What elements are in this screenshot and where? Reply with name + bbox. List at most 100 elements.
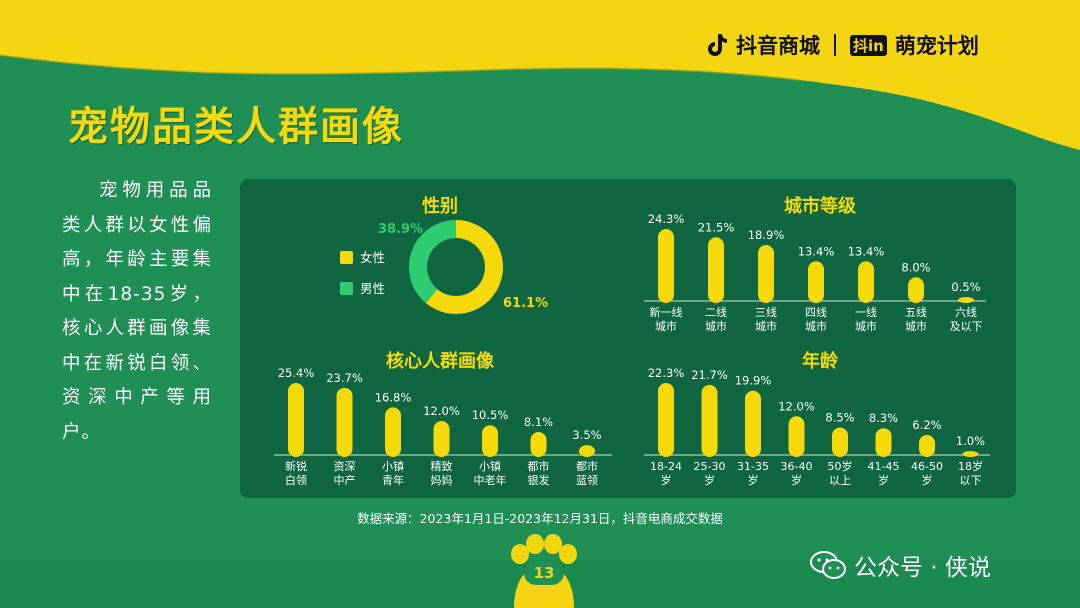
tick-label: 妈妈 — [431, 473, 453, 487]
data-label: 3.5% — [572, 428, 601, 442]
bar — [530, 432, 547, 457]
data-label: 8.5% — [825, 411, 854, 425]
legend-swatch — [340, 251, 353, 264]
tick-label: 31-35 — [737, 460, 769, 473]
data-label: 21.7% — [691, 368, 728, 382]
tick-label: 25-30 — [694, 460, 726, 473]
page-number: 13 — [524, 561, 564, 585]
data-label: 12.0% — [423, 404, 460, 418]
tick-label: 二线 — [705, 305, 727, 319]
tick-label: 小镇 — [479, 459, 501, 473]
tick-label: 岁 — [791, 473, 802, 487]
tick-label: 岁 — [704, 473, 715, 487]
tick-label: 青年 — [382, 473, 404, 487]
data-label: 10.5% — [472, 408, 509, 422]
tick-label: 岁 — [922, 473, 933, 487]
brand-header: 抖音商城 抖in 萌宠计划 — [706, 30, 979, 60]
bar — [908, 277, 924, 303]
bar — [858, 261, 874, 303]
tick-label: 岁 — [878, 473, 889, 487]
campaign-prefix: 抖in — [850, 34, 887, 56]
tick-label: 36-40 — [781, 460, 813, 473]
watermark: 公众号 · 侠说 — [810, 548, 991, 582]
tick-label: 18岁 — [958, 459, 983, 473]
bar — [658, 229, 674, 303]
data-label: 8.3% — [869, 411, 898, 425]
bar — [962, 451, 979, 457]
legend-swatch — [340, 282, 353, 295]
data-label: 13.4% — [798, 244, 835, 258]
pie-label: 61.1% — [503, 296, 548, 311]
summary-text: 宠物用品品类人群以女性偏高，年龄主要集中在18-35岁，核心人群画像集中在新锐白… — [62, 180, 212, 443]
bar — [745, 390, 761, 457]
tick-label: 白领 — [285, 473, 307, 487]
tick-label: 中产 — [334, 473, 356, 487]
bar — [482, 425, 498, 457]
bar — [658, 383, 674, 457]
campaign-name: 萌宠计划 — [894, 34, 979, 58]
pie-label: 38.9% — [378, 222, 423, 237]
data-label: 13.4% — [848, 244, 885, 258]
bar — [832, 427, 848, 457]
tick-label: 三线 — [755, 305, 777, 319]
data-label: 21.5% — [698, 220, 735, 234]
bar — [385, 407, 401, 457]
data-label: 18.9% — [748, 228, 785, 242]
bar — [875, 428, 892, 457]
tick-label: 以上 — [829, 474, 851, 487]
tick-label: 都市 — [576, 459, 598, 473]
tick-label: 46-50 — [911, 460, 943, 473]
pie-slice — [425, 220, 503, 314]
tick-label: 18-24 — [650, 460, 682, 473]
tick-label: 城市 — [855, 319, 877, 333]
tick-label: 蓝领 — [576, 474, 598, 487]
tick-label: 资深 — [334, 460, 356, 473]
data-label: 25.4% — [278, 366, 315, 380]
tick-label: 城市 — [755, 319, 777, 333]
gender-chart-title: 性别 — [422, 196, 458, 217]
bar — [788, 416, 805, 457]
data-label: 16.8% — [375, 390, 412, 404]
tick-label: 中老年 — [474, 473, 507, 487]
brand-name: 抖音商城 — [736, 34, 820, 58]
data-label: 8.0% — [901, 260, 930, 274]
age-chart-title: 年龄 — [802, 351, 838, 372]
tick-label: 小镇 — [382, 459, 404, 473]
legend-label: 男性 — [360, 281, 385, 296]
bar — [433, 420, 450, 457]
pie-slice — [409, 220, 457, 304]
data-label: 12.0% — [778, 399, 815, 413]
tick-label: 五线 — [905, 305, 927, 319]
data-label: 6.2% — [912, 418, 941, 432]
tick-label: 新一线 — [650, 305, 683, 319]
header-separator — [834, 34, 836, 56]
tick-label: 城市 — [905, 319, 927, 333]
data-label: 23.7% — [326, 371, 363, 385]
tick-label: 岁 — [748, 473, 759, 487]
tick-label: 新锐 — [285, 459, 307, 473]
wechat-icon — [810, 551, 846, 579]
tick-label: 六线 — [955, 305, 977, 319]
data-label: 19.9% — [735, 374, 772, 388]
tick-label: 都市 — [528, 459, 550, 473]
tick-label: 城市 — [805, 319, 827, 333]
bar — [958, 297, 974, 303]
tick-label: 岁 — [661, 473, 672, 487]
bar — [919, 434, 935, 457]
tick-label: 一线 — [855, 305, 877, 319]
tick-label: 银发 — [528, 473, 550, 487]
tick-label: 50岁 — [828, 459, 853, 473]
data-label: 22.3% — [648, 366, 685, 380]
bar — [808, 261, 824, 303]
tick-label: 四线 — [805, 305, 827, 319]
tick-label: 城市 — [655, 319, 677, 333]
bar — [579, 445, 595, 457]
page-title: 宠物品类人群画像 — [68, 104, 404, 150]
tick-label: 以下 — [960, 474, 982, 487]
bar — [336, 387, 353, 457]
bar — [708, 237, 724, 303]
bar — [288, 383, 304, 457]
data-source-note: 数据来源：2023年1月1日-2023年12月31日，抖音电商成交数据 — [357, 511, 723, 526]
data-label: 1.0% — [956, 434, 985, 448]
